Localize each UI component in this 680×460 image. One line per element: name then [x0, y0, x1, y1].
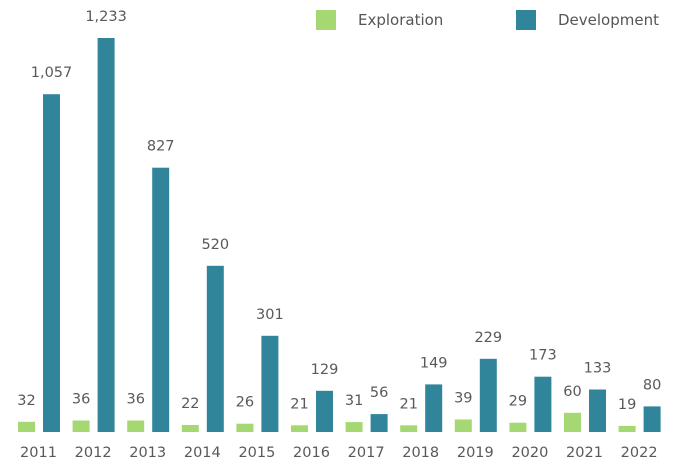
development-bar-2021 — [589, 389, 606, 432]
x-tick-label-2018: 2018 — [402, 445, 439, 460]
legend-item-exploration: Exploration — [316, 10, 443, 30]
development-bar-2017 — [370, 414, 388, 432]
development-bar-2015 — [261, 335, 279, 432]
development-bar-2018 — [425, 384, 443, 432]
exploration-bar-2015 — [236, 423, 254, 432]
exploration-value-label-2012: 36 — [72, 392, 90, 408]
exploration-value-label-2011: 32 — [17, 393, 35, 409]
development-swatch — [516, 10, 536, 30]
x-tick-label-2017: 2017 — [348, 445, 385, 460]
development-bar-2014 — [206, 265, 224, 432]
bars-layer — [18, 38, 661, 432]
development-bar-2011 — [43, 94, 60, 432]
development-value-label-2016: 129 — [311, 362, 339, 378]
development-value-label-2013: 827 — [147, 139, 175, 155]
development-value-label-2020: 173 — [529, 348, 557, 364]
x-tick-label-2022: 2022 — [621, 445, 658, 460]
development-bar-2016 — [316, 390, 333, 432]
x-tick-label-2011: 2011 — [20, 445, 57, 460]
development-value-label-2021: 133 — [584, 361, 612, 377]
development-legend-label: Development — [558, 11, 659, 29]
exploration-value-label-2015: 26 — [236, 395, 254, 411]
exploration-bar-2012 — [72, 420, 90, 432]
exploration-value-label-2013: 36 — [126, 392, 144, 408]
exploration-bar-2011 — [18, 421, 35, 432]
development-value-label-2018: 149 — [420, 355, 448, 371]
x-tick-label-2015: 2015 — [238, 445, 275, 460]
exploration-value-label-2019: 39 — [454, 391, 472, 407]
exploration-bar-2018 — [400, 425, 418, 432]
x-tick-labels-layer: 2011 2012 2013 2014 2015 2016 2017 2018 2019 2020… — [20, 445, 658, 460]
x-tick-label-2013: 2013 — [129, 445, 166, 460]
development-bar-2013 — [152, 167, 170, 432]
exploration-bar-2022 — [618, 425, 636, 432]
exploration-bar-2016 — [291, 425, 308, 432]
exploration-bar-2017 — [345, 422, 363, 432]
exploration-bar-2019 — [454, 419, 472, 432]
development-bar-2012 — [97, 38, 115, 432]
exploration-value-label-2018: 21 — [399, 396, 417, 412]
value-labels-layer: 32 1,057 36 1,233 36 827 22 520 26 301 21 129 31 56 21… — [17, 9, 661, 413]
x-tick-label-2014: 2014 — [184, 445, 221, 460]
exploration-bar-2013 — [127, 420, 145, 432]
development-value-label-2017: 56 — [370, 385, 388, 401]
exploration-legend-label: Exploration — [358, 11, 444, 29]
x-tick-label-2021: 2021 — [566, 445, 603, 460]
development-value-label-2014: 520 — [201, 237, 229, 253]
development-value-label-2012: 1,233 — [85, 9, 127, 25]
exploration-value-label-2020: 29 — [509, 394, 527, 410]
x-tick-label-2012: 2012 — [75, 445, 112, 460]
x-tick-label-2019: 2019 — [457, 445, 494, 460]
exploration-bar-2021 — [564, 412, 581, 432]
exploration-bar-2014 — [181, 425, 199, 432]
development-value-label-2019: 229 — [474, 330, 502, 346]
development-value-label-2011: 1,057 — [31, 65, 73, 81]
development-value-label-2015: 301 — [256, 307, 284, 323]
x-tick-label-2016: 2016 — [293, 445, 330, 460]
development-bar-2020 — [534, 376, 552, 432]
exploration-value-label-2017: 31 — [345, 393, 363, 409]
exploration-value-label-2022: 19 — [618, 397, 636, 413]
exploration-swatch — [316, 10, 336, 30]
exploration-bar-2020 — [509, 422, 527, 432]
development-bar-2022 — [643, 406, 661, 432]
exploration-value-label-2016: 21 — [290, 396, 308, 412]
legend-item-development: Development — [516, 10, 659, 30]
exploration-value-label-2021: 60 — [563, 384, 581, 400]
development-bar-2019 — [479, 358, 497, 432]
x-tick-label-2020: 2020 — [511, 445, 548, 460]
development-value-label-2022: 80 — [643, 377, 661, 393]
exploration-value-label-2014: 22 — [181, 396, 199, 412]
